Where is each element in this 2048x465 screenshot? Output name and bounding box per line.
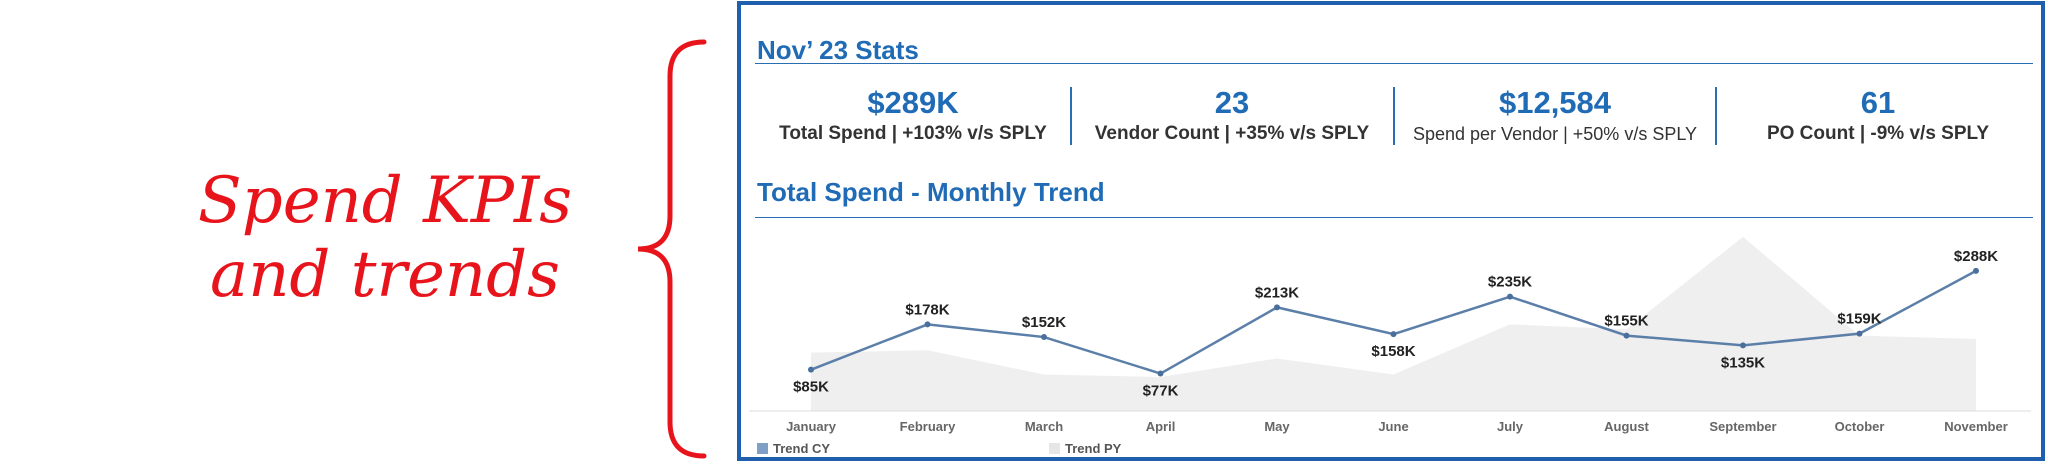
legend-swatch-py xyxy=(1049,443,1060,454)
cy-data-label: $159K xyxy=(1837,311,1881,328)
x-tick-label: February xyxy=(900,419,956,434)
cy-data-label: $152K xyxy=(1022,314,1066,331)
title-divider xyxy=(755,63,2033,64)
dashboard-panel: Nov’ 23 Stats $289K Total Spend | +103% … xyxy=(737,1,2045,461)
legend-swatch-cy xyxy=(757,443,768,454)
kpi-label: PO Count | -9% v/s SPLY xyxy=(1766,123,1990,144)
py-area xyxy=(811,236,1976,411)
cy-data-label: $288K xyxy=(1954,248,1998,265)
x-tick-label: September xyxy=(1709,419,1776,434)
kpi-value: 61 xyxy=(1860,85,1896,120)
legend-item-cy: Trend CY xyxy=(757,441,830,456)
kpi-value: $12,584 xyxy=(1498,85,1612,120)
x-tick-label: July xyxy=(1497,419,1524,434)
cy-data-label: $85K xyxy=(793,379,829,396)
cy-data-label: $178K xyxy=(905,301,949,318)
cy-data-label: $135K xyxy=(1721,354,1765,371)
legend-label-cy: Trend CY xyxy=(773,441,831,456)
kpi-label: Total Spend | +103% v/s SPLY xyxy=(779,123,1047,144)
x-tick-label: May xyxy=(1264,419,1290,434)
kpi-label: Vendor Count | +35% v/s SPLY xyxy=(1094,123,1370,144)
annotation-line-2: and trends xyxy=(210,238,560,312)
cy-data-label: $158K xyxy=(1371,343,1415,360)
x-tick-label: November xyxy=(1944,419,2008,434)
x-tick-label: June xyxy=(1378,419,1408,434)
cy-data-label: $235K xyxy=(1488,274,1532,291)
cy-data-point xyxy=(1856,330,1863,337)
kpi-vendor-count: 23 Vendor Count | +35% v/s SPLY xyxy=(1072,85,1392,151)
kpi-spend-per-vendor: $12,584 Spend per Vendor | +50% v/s SPLY xyxy=(1395,85,1715,151)
cy-data-point xyxy=(1390,331,1397,338)
kpi-value: $289K xyxy=(867,85,959,120)
stats-title: Nov’ 23 Stats xyxy=(757,35,919,65)
cy-data-point xyxy=(1973,267,1979,274)
kpi-separator xyxy=(1715,87,1717,145)
x-tick-label: October xyxy=(1835,419,1885,434)
cy-data-label: $77K xyxy=(1143,383,1179,400)
cy-data-point xyxy=(1157,370,1164,377)
cy-data-label: $155K xyxy=(1604,313,1648,330)
cy-data-point xyxy=(1740,342,1746,349)
cy-data-point xyxy=(1623,332,1630,339)
kpi-separator xyxy=(1393,87,1395,145)
cy-data-point xyxy=(1041,334,1047,341)
cy-data-point xyxy=(924,321,931,328)
cy-data-point xyxy=(1507,293,1513,300)
curly-brace-icon xyxy=(637,39,707,459)
x-tick-label: August xyxy=(1604,419,1649,434)
x-tick-label: January xyxy=(786,419,837,434)
chart-title: Total Spend - Monthly Trend xyxy=(757,177,1105,207)
legend-item-py: Trend PY xyxy=(1049,441,1121,456)
kpi-separator xyxy=(1070,87,1072,145)
kpi-value: 23 xyxy=(1214,85,1250,120)
cy-data-point xyxy=(808,366,814,373)
kpi-total-spend: $289K Total Spend | +103% v/s SPLY xyxy=(755,85,1071,151)
x-tick-label: April xyxy=(1146,419,1176,434)
cy-data-label: $213K xyxy=(1255,284,1299,301)
annotation-line-1: Spend KPIs xyxy=(197,164,573,238)
cy-data-point xyxy=(1274,304,1280,311)
legend-label-py: Trend PY xyxy=(1065,441,1122,456)
spend-trend-chart: $85K $178K $152K $77K $213K $158K $235K $155K $1… xyxy=(749,236,2031,434)
chart-title-divider xyxy=(755,217,2033,218)
kpi-label: Spend per Vendor | +50% v/s SPLY xyxy=(1412,124,1698,144)
x-tick-label: March xyxy=(1025,419,1063,434)
kpi-po-count: 61 PO Count | -9% v/s SPLY xyxy=(1717,85,2039,151)
